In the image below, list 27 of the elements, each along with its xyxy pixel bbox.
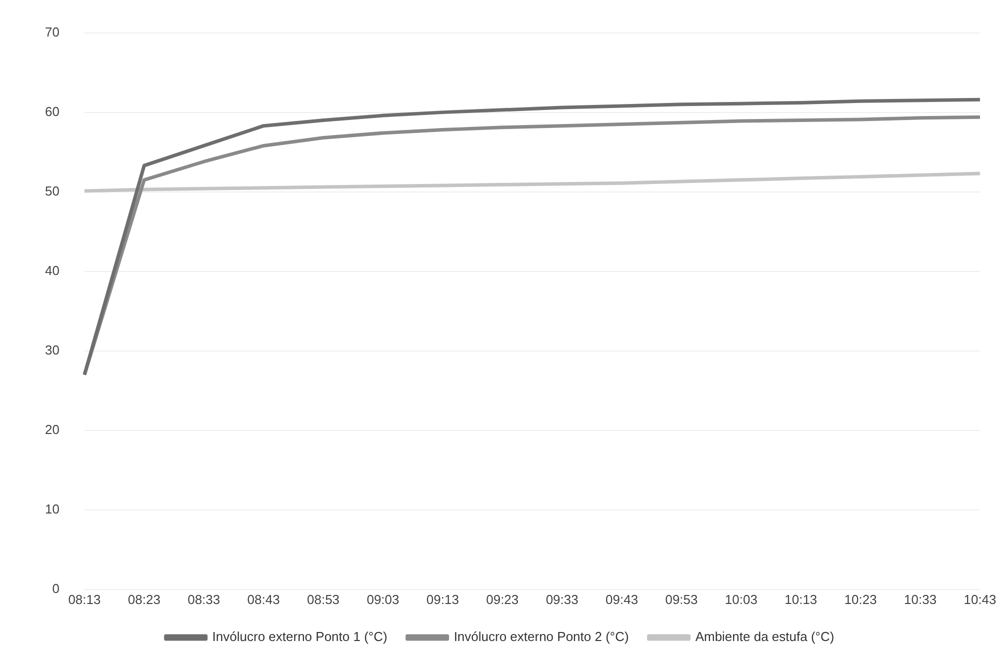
y-tick-label: 10: [44, 501, 60, 516]
x-tick-label: 10:03: [724, 592, 758, 607]
x-tick-label: 08:43: [247, 592, 280, 607]
x-tick-label: 08:53: [306, 592, 340, 607]
legend-label: Invólucro externo Ponto 2 (°C): [454, 629, 629, 644]
x-tick-label: 09:13: [426, 592, 459, 607]
legend-label: Invólucro externo Ponto 1 (°C): [212, 629, 388, 644]
y-tick-label: 30: [44, 342, 60, 358]
legend-label: Ambiente da estufa (°C): [695, 629, 834, 644]
x-tick-label: 09:53: [665, 592, 698, 607]
y-tick-label: 60: [44, 104, 60, 119]
x-tick-label: 10:43: [964, 592, 996, 607]
x-tick-label: 08:23: [128, 592, 160, 607]
y-tick-label: 70: [44, 24, 60, 40]
x-tick-label: 10:33: [904, 592, 937, 607]
x-tick-label: 10:13: [784, 592, 818, 607]
y-tick-label: 40: [44, 262, 60, 278]
y-tick-label: 20: [44, 422, 60, 437]
y-tick-label: 50: [44, 183, 60, 198]
x-tick-label: 09:33: [546, 592, 578, 607]
x-tick-label: 09:23: [486, 592, 519, 607]
x-tick-label: 09:03: [366, 592, 400, 607]
x-tick-label: 09:43: [606, 592, 638, 607]
x-tick-label: 08:33: [188, 592, 220, 607]
x-tick-label: 10:23: [844, 592, 877, 607]
y-tick-label: 0: [52, 580, 60, 596]
x-tick-label: 08:13: [68, 592, 101, 607]
